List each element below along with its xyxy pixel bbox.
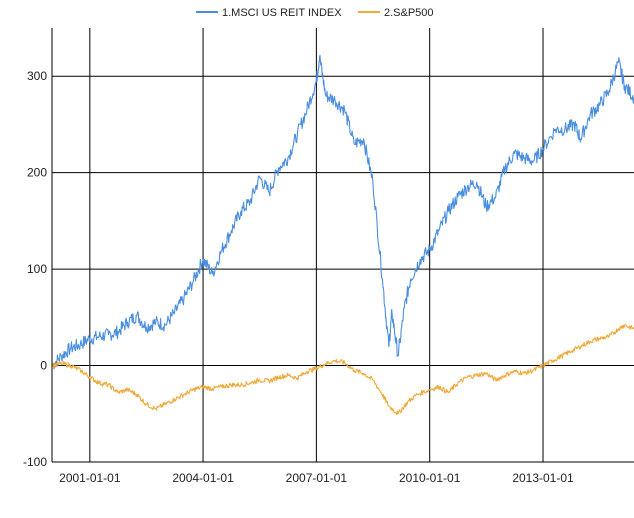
series-line-reit (51, 54, 634, 370)
series-layer (51, 54, 634, 416)
x-tick-label: 2007-01-01 (286, 471, 348, 485)
series-line-sp500 (51, 324, 634, 416)
y-tick-label: 200 (27, 166, 47, 180)
x-tick-label: 2013-01-01 (512, 471, 574, 485)
y-tick-label: 100 (27, 262, 47, 276)
legend: 1.MSCI US REIT INDEX 2.S&P500 (196, 7, 434, 19)
grid-layer (52, 28, 634, 463)
y-tick-label: 300 (27, 69, 47, 83)
x-tick-label: 2010-01-01 (399, 471, 461, 485)
legend-label-sp500: 2.S&P500 (384, 7, 434, 19)
y-tick-label: 0 (40, 359, 47, 373)
axis-layer: -100 0 100 200 300 2001-01-01 2004-01-01 2007-0… (23, 28, 574, 485)
y-tick-label: -100 (23, 455, 47, 469)
legend-label-reit: 1.MSCI US REIT INDEX (222, 7, 342, 19)
x-tick-label: 2001-01-01 (59, 471, 121, 485)
x-tick-label: 2004-01-01 (172, 471, 234, 485)
